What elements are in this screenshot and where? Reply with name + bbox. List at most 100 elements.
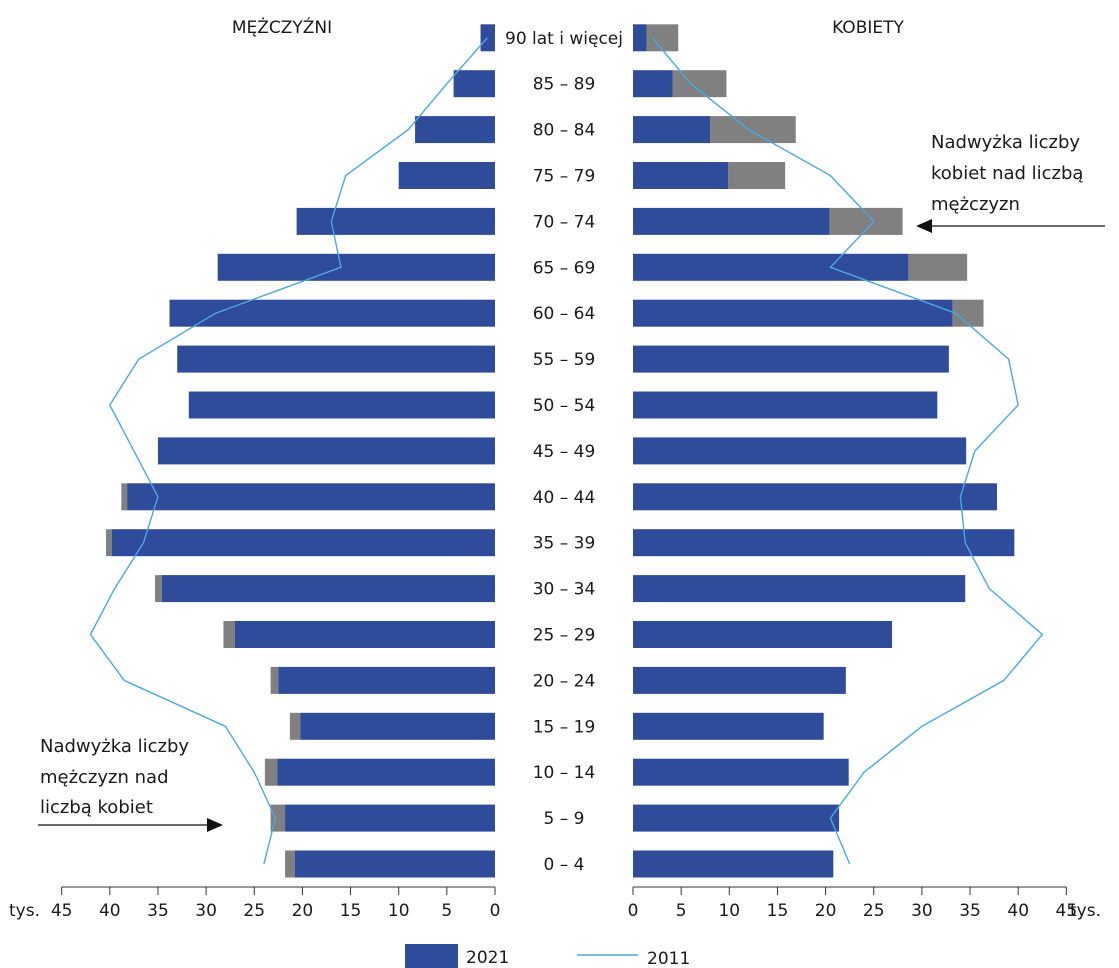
bar-women-2021 [633,253,909,281]
bar-men-2021 [278,666,495,694]
x-tick-label-women: 0 [628,901,639,921]
x-tick-label-men: 15 [340,901,362,921]
x-tick-label-men: 20 [292,901,314,921]
bar-women-2021 [633,299,953,327]
annotation-men-excess: Nadwyżka liczby mężczyzn nad liczbą kobi… [38,736,223,832]
bar-men-2021 [111,529,495,557]
bar-men-excess [155,575,162,603]
annotation-women-line-2: kobiet nad liczbą [931,163,1083,184]
bar-men-2021 [277,758,495,786]
bar-men-2021 [453,70,495,98]
age-group-labels: 0 – 4 5 – 9 10 – 14 15 – 19 20 – 24 25 – 29 30… [505,29,623,875]
annotation-men-line-2: mężczyzn nad [40,767,169,788]
x-tick-label-women: 45 [1056,901,1078,921]
x-tick-label-men: 10 [388,901,410,921]
bar-women-2021 [633,666,846,694]
unit-label-women: tys. [1070,901,1101,921]
age-group-label: 30 – 34 [533,580,596,600]
bars [105,24,1015,878]
bar-men-2021 [296,207,495,235]
bar-women-excess [728,162,786,189]
bar-women-excess [672,70,727,98]
bar-men-excess [289,712,301,740]
bar-men-2021 [234,621,496,648]
x-tick-label-women: 40 [1007,901,1029,921]
age-group-label: 0 – 4 [544,855,585,875]
legend-label-2011: 2011 [647,949,690,968]
bar-women-2021 [633,575,966,603]
age-group-label: 90 lat i więcej [505,29,623,49]
line-2011-men [89,37,488,865]
bar-men-2021 [294,850,495,878]
bar-men-excess [121,483,128,511]
annotation-women-line-1: Nadwyżka liczby [931,132,1080,153]
age-group-label: 80 – 84 [533,121,596,141]
bar-women-2021 [633,437,967,465]
annotation-men-arrowhead [207,818,223,832]
bar-men-excess [223,621,235,648]
x-tick-label-women: 25 [863,901,885,921]
bar-men-2021 [161,575,495,603]
bar-men-2021 [188,391,496,419]
age-group-label: 60 – 64 [533,304,596,324]
bar-women-2021 [633,621,893,648]
bar-men-2021 [415,116,495,144]
x-tick-label-women: 10 [718,901,740,921]
unit-label-men: tys. [9,901,40,921]
x-tick-label-men: 30 [195,901,217,921]
bar-men-2021 [300,712,495,740]
x-tick-label-women: 30 [911,901,933,921]
x-tick-label-men: 40 [99,901,121,921]
bar-women-2021 [633,804,840,832]
x-tick-label-women: 35 [959,901,981,921]
x-tick-label-women: 15 [767,901,789,921]
x-tick-label-women: 20 [815,901,837,921]
bar-men-excess [264,758,278,786]
age-group-label: 75 – 79 [533,167,596,187]
age-group-label: 70 – 74 [533,212,596,232]
age-group-label: 5 – 9 [544,809,585,829]
bar-women-2021 [633,207,830,235]
line-2011-women [651,37,1044,865]
x-tick-label-men: 0 [490,901,501,921]
bar-women-2021 [633,345,949,373]
bar-women-2021 [633,391,938,419]
bar-men-2021 [127,483,495,511]
x-tick-label-men: 25 [243,901,265,921]
bar-men-excess [285,850,295,878]
age-group-label: 45 – 49 [533,442,596,462]
bar-men-2021 [177,345,495,373]
bar-women-2021 [633,758,849,786]
bar-women-2021 [633,529,1015,557]
annotation-women-arrowhead [916,219,932,233]
x-tick-label-women: 5 [676,901,687,921]
age-group-label: 20 – 24 [533,671,596,691]
bar-men-2021 [157,437,495,465]
age-group-label: 55 – 59 [533,350,596,370]
bar-men-excess [105,529,112,557]
legend: 2021 2011 [405,944,690,968]
bar-men-2021 [217,253,495,281]
bar-women-excess [710,116,796,144]
annotation-men-line-3: liczbą kobiet [40,797,153,818]
bar-women-2021 [633,24,647,52]
bar-women-excess [952,299,984,327]
age-group-label: 50 – 54 [533,396,596,416]
bar-women-excess [829,207,903,235]
bar-men-2021 [480,24,495,52]
x-tick-label-men: 5 [441,901,452,921]
bar-women-2021 [633,116,711,144]
annotation-women-line-3: mężczyzn [931,194,1020,215]
age-group-label: 65 – 69 [533,258,596,278]
bar-men-2021 [398,162,495,189]
bar-men-2021 [285,804,495,832]
bar-women-2021 [633,70,673,98]
legend-swatch-2021 [405,944,458,968]
legend-label-2021: 2021 [466,948,509,968]
annotation-men-line-1: Nadwyżka liczby [40,736,189,757]
age-group-label: 10 – 14 [533,763,596,783]
annotation-women-excess: Nadwyżka liczby kobiet nad liczbą mężczy… [916,132,1105,233]
bar-women-2021 [633,162,729,189]
